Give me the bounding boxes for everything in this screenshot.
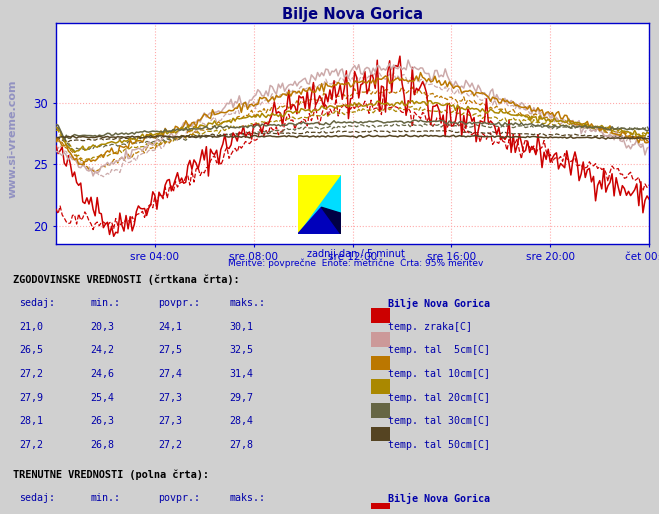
Text: 32,5: 32,5	[229, 345, 254, 355]
Text: 20,3: 20,3	[90, 322, 115, 332]
Text: www.si-vreme.com: www.si-vreme.com	[8, 80, 18, 198]
Text: 29,7: 29,7	[229, 393, 254, 402]
Text: 25,4: 25,4	[90, 393, 115, 402]
Polygon shape	[298, 175, 341, 234]
Text: TRENUTNE VREDNOSTI (polna črta):: TRENUTNE VREDNOSTI (polna črta):	[13, 469, 209, 480]
Text: temp. tal  5cm[C]: temp. tal 5cm[C]	[387, 345, 490, 355]
Text: Meritve: povprečne  Enote: metrične  Črta: 95% meritev: Meritve: povprečne Enote: metrične Črta:…	[228, 257, 484, 267]
Bar	[372, 356, 389, 371]
Text: min.:: min.:	[90, 298, 121, 308]
Text: 24,1: 24,1	[158, 322, 183, 332]
Text: temp. tal 10cm[C]: temp. tal 10cm[C]	[387, 369, 490, 379]
Text: temp. tal 30cm[C]: temp. tal 30cm[C]	[387, 416, 490, 426]
Text: povpr.:: povpr.:	[158, 298, 200, 308]
Text: Bilje Nova Gorica: Bilje Nova Gorica	[387, 298, 490, 309]
Text: 27,4: 27,4	[158, 369, 183, 379]
Text: temp. tal 20cm[C]: temp. tal 20cm[C]	[387, 393, 490, 402]
Text: povpr.:: povpr.:	[158, 493, 200, 503]
Text: 26,8: 26,8	[90, 440, 115, 450]
Bar	[372, 379, 389, 394]
Text: sedaj:: sedaj:	[20, 493, 55, 503]
Text: 27,8: 27,8	[229, 440, 254, 450]
Text: 27,9: 27,9	[20, 393, 43, 402]
Text: zadnji dan / 5 minut: zadnji dan / 5 minut	[307, 249, 405, 259]
Text: 27,5: 27,5	[158, 345, 183, 355]
Polygon shape	[298, 207, 341, 234]
Bar	[372, 308, 389, 323]
Text: sedaj:: sedaj:	[20, 298, 55, 308]
Text: 28,1: 28,1	[20, 416, 43, 426]
Text: 31,4: 31,4	[229, 369, 254, 379]
Text: 27,2: 27,2	[158, 440, 183, 450]
Text: temp. tal 50cm[C]: temp. tal 50cm[C]	[387, 440, 490, 450]
Text: 27,3: 27,3	[158, 416, 183, 426]
Polygon shape	[322, 207, 341, 234]
Text: 24,6: 24,6	[90, 369, 115, 379]
Text: maks.:: maks.:	[229, 493, 266, 503]
Text: min.:: min.:	[90, 493, 121, 503]
Bar	[372, 403, 389, 417]
Bar	[372, 427, 389, 441]
Bar	[372, 332, 389, 347]
Polygon shape	[298, 175, 341, 234]
Text: ZGODOVINSKE VREDNOSTI (črtkana črta):: ZGODOVINSKE VREDNOSTI (črtkana črta):	[13, 274, 240, 285]
Text: 26,3: 26,3	[90, 416, 115, 426]
Text: 28,4: 28,4	[229, 416, 254, 426]
Text: Bilje Nova Gorica: Bilje Nova Gorica	[387, 493, 490, 504]
Text: 27,3: 27,3	[158, 393, 183, 402]
Title: Bilje Nova Gorica: Bilje Nova Gorica	[282, 7, 423, 22]
Text: 30,1: 30,1	[229, 322, 254, 332]
Text: temp. zraka[C]: temp. zraka[C]	[387, 322, 472, 332]
Text: maks.:: maks.:	[229, 298, 266, 308]
Text: 24,2: 24,2	[90, 345, 115, 355]
Text: 27,2: 27,2	[20, 369, 43, 379]
Text: 27,2: 27,2	[20, 440, 43, 450]
Text: 21,0: 21,0	[20, 322, 43, 332]
Bar	[372, 503, 389, 514]
Text: 26,5: 26,5	[20, 345, 43, 355]
